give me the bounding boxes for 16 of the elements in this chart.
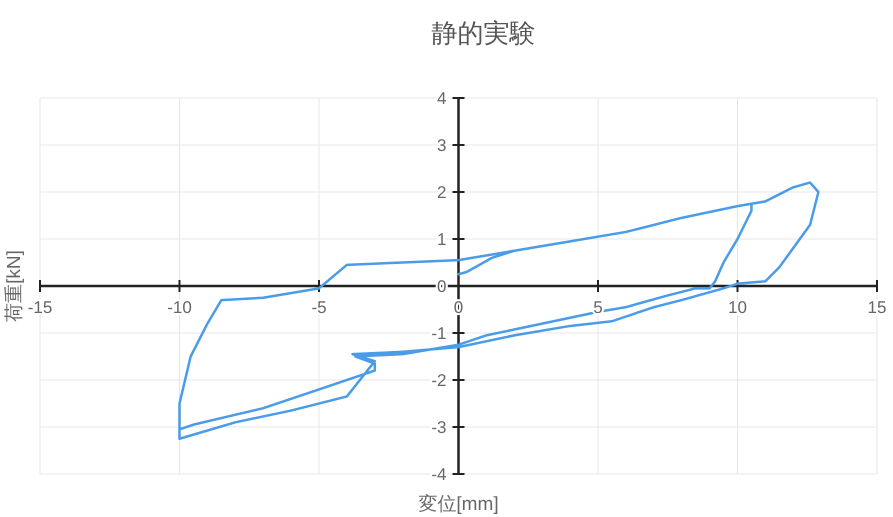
x-tick-label: -10 [167, 298, 192, 317]
y-axis-title: 荷重[kN] [4, 250, 25, 322]
y-tick-label: 1 [437, 230, 446, 249]
x-tick-label: -5 [311, 298, 327, 317]
x-tick-label: 15 [868, 298, 886, 317]
x-tick-label: -15 [28, 298, 52, 317]
x-axis-title: 変位[mm] [418, 493, 499, 515]
y-tick-label: -2 [431, 371, 446, 390]
y-tick-label: -1 [431, 324, 446, 343]
y-tick-label: 3 [437, 136, 446, 155]
y-tick-label: -4 [431, 465, 446, 484]
y-tick-label: -3 [431, 418, 446, 437]
chart-title: 静的実験 [432, 18, 536, 48]
y-tick-label: 4 [437, 89, 446, 108]
y-tick-label: 2 [437, 183, 446, 202]
x-tick-label: 10 [728, 298, 747, 317]
